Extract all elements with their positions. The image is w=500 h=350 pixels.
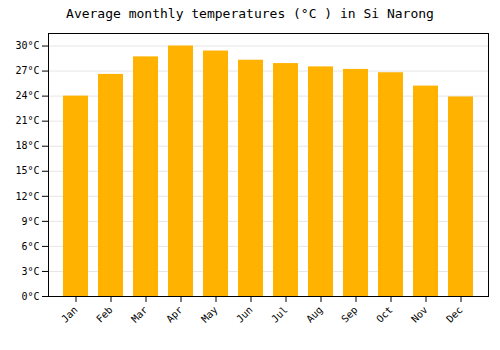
svg-text:Jan: Jan [59,304,80,325]
svg-text:21°C: 21°C [15,115,39,126]
svg-text:Aug: Aug [304,304,325,325]
html-text:Average monthly temperatures (: Average monthly temperatures (°C ) in Si… [66,6,434,21]
svg-text:3°C: 3°C [21,266,39,277]
svg-text:Nov: Nov [409,304,430,325]
svg-text:Jul: Jul [269,304,290,325]
svg-text:0°C: 0°C [21,291,39,302]
svg-text:Apr: Apr [164,304,185,325]
svg-text:6°C: 6°C [21,241,39,252]
svg-text:9°C: 9°C [21,216,39,227]
svg-text:18°C: 18°C [15,140,39,151]
svg-text:24°C: 24°C [15,90,39,101]
svg-text:Feb: Feb [94,304,115,325]
svg-text:Mar: Mar [129,304,150,325]
svg-text:27°C: 27°C [15,65,39,76]
svg-text:Oct: Oct [374,304,395,325]
svg-text:15°C: 15°C [15,165,39,176]
svg-text:30°C: 30°C [15,40,39,51]
svg-text:12°C: 12°C [15,191,39,202]
svg-text:Jun: Jun [234,304,255,325]
svg-text:May: May [199,304,220,325]
svg-text:Sep: Sep [339,304,360,325]
svg-text:Dec: Dec [444,304,465,325]
